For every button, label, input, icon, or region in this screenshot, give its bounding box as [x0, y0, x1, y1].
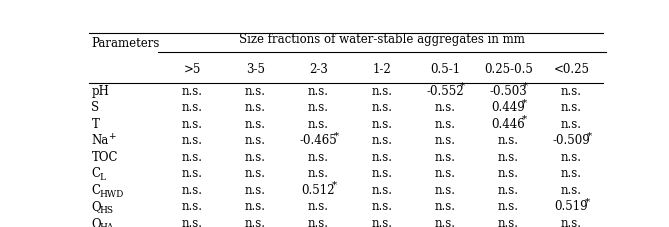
Text: n.s.: n.s. — [434, 183, 456, 196]
Text: <0.25: <0.25 — [553, 63, 589, 76]
Text: n.s.: n.s. — [308, 167, 329, 180]
Text: 1-2: 1-2 — [373, 63, 391, 76]
Text: +: + — [108, 131, 116, 140]
Text: n.s.: n.s. — [308, 101, 329, 114]
Text: n.s.: n.s. — [245, 101, 266, 114]
Text: *: * — [521, 115, 527, 123]
Text: S: S — [92, 101, 100, 114]
Text: n.s.: n.s. — [498, 183, 518, 196]
Text: n.s.: n.s. — [434, 101, 456, 114]
Text: n.s.: n.s. — [561, 150, 582, 163]
Text: n.s.: n.s. — [434, 117, 456, 130]
Text: 0.519: 0.519 — [555, 200, 588, 212]
Text: n.s.: n.s. — [308, 200, 329, 212]
Text: -0.503: -0.503 — [490, 85, 527, 98]
Text: n.s.: n.s. — [181, 200, 203, 212]
Text: n.s.: n.s. — [434, 200, 456, 212]
Text: 0.512: 0.512 — [302, 183, 335, 196]
Text: C: C — [92, 167, 100, 180]
Text: *: * — [460, 82, 465, 91]
Text: n.s.: n.s. — [371, 150, 392, 163]
Text: -0.509: -0.509 — [553, 134, 590, 147]
Text: n.s.: n.s. — [308, 216, 329, 227]
Text: n.s.: n.s. — [434, 150, 456, 163]
Text: n.s.: n.s. — [434, 216, 456, 227]
Text: 0.25-0.5: 0.25-0.5 — [484, 63, 533, 76]
Text: n.s.: n.s. — [561, 117, 582, 130]
Text: Parameters: Parameters — [92, 37, 160, 49]
Text: n.s.: n.s. — [181, 134, 203, 147]
Text: n.s.: n.s. — [308, 85, 329, 98]
Text: n.s.: n.s. — [498, 150, 518, 163]
Text: n.s.: n.s. — [245, 200, 266, 212]
Text: 0.5-1: 0.5-1 — [430, 63, 460, 76]
Text: Q: Q — [92, 216, 101, 227]
Text: *: * — [585, 197, 590, 206]
Text: n.s.: n.s. — [308, 117, 329, 130]
Text: >5: >5 — [183, 63, 201, 76]
Text: 3-5: 3-5 — [246, 63, 265, 76]
Text: -0.552: -0.552 — [426, 85, 464, 98]
Text: *: * — [332, 180, 337, 189]
Text: n.s.: n.s. — [308, 150, 329, 163]
Text: n.s.: n.s. — [561, 216, 582, 227]
Text: n.s.: n.s. — [245, 183, 266, 196]
Text: T: T — [92, 117, 99, 130]
Text: n.s.: n.s. — [181, 85, 203, 98]
Text: n.s.: n.s. — [371, 200, 392, 212]
Text: n.s.: n.s. — [434, 134, 456, 147]
Text: n.s.: n.s. — [371, 183, 392, 196]
Text: n.s.: n.s. — [498, 216, 518, 227]
Text: HWD: HWD — [100, 189, 124, 198]
Text: n.s.: n.s. — [245, 150, 266, 163]
Text: n.s.: n.s. — [561, 183, 582, 196]
Text: n.s.: n.s. — [181, 183, 203, 196]
Text: n.s.: n.s. — [245, 167, 266, 180]
Text: pH: pH — [92, 85, 109, 98]
Text: HS: HS — [100, 205, 114, 214]
Text: n.s.: n.s. — [181, 167, 203, 180]
Text: n.s.: n.s. — [498, 200, 518, 212]
Text: n.s.: n.s. — [371, 101, 392, 114]
Text: n.s.: n.s. — [245, 134, 266, 147]
Text: n.s.: n.s. — [498, 167, 518, 180]
Text: n.s.: n.s. — [371, 216, 392, 227]
Text: Size fractions of water-stable aggregates in mm: Size fractions of water-stable aggregate… — [239, 33, 524, 46]
Text: n.s.: n.s. — [181, 150, 203, 163]
Text: Q: Q — [92, 200, 101, 212]
Text: n.s.: n.s. — [371, 134, 392, 147]
Text: n.s.: n.s. — [561, 101, 582, 114]
Text: n.s.: n.s. — [245, 85, 266, 98]
Text: n.s.: n.s. — [434, 167, 456, 180]
Text: n.s.: n.s. — [561, 85, 582, 98]
Text: n.s.: n.s. — [181, 216, 203, 227]
Text: *: * — [587, 131, 591, 140]
Text: TOC: TOC — [92, 150, 118, 163]
Text: 0.446: 0.446 — [492, 117, 525, 130]
Text: HA: HA — [100, 222, 114, 227]
Text: n.s.: n.s. — [371, 85, 392, 98]
Text: n.s.: n.s. — [245, 117, 266, 130]
Text: C: C — [92, 183, 100, 196]
Text: *: * — [523, 82, 529, 91]
Text: n.s.: n.s. — [181, 117, 203, 130]
Text: -0.465: -0.465 — [300, 134, 337, 147]
Text: Na: Na — [92, 134, 108, 147]
Text: n.s.: n.s. — [498, 134, 518, 147]
Text: 2-3: 2-3 — [309, 63, 328, 76]
Text: n.s.: n.s. — [561, 167, 582, 180]
Text: n.s.: n.s. — [371, 117, 392, 130]
Text: *: * — [334, 131, 339, 140]
Text: n.s.: n.s. — [245, 216, 266, 227]
Text: L: L — [100, 173, 106, 182]
Text: n.s.: n.s. — [181, 101, 203, 114]
Text: 0.449: 0.449 — [492, 101, 525, 114]
Text: n.s.: n.s. — [371, 167, 392, 180]
Text: *: * — [521, 98, 527, 107]
